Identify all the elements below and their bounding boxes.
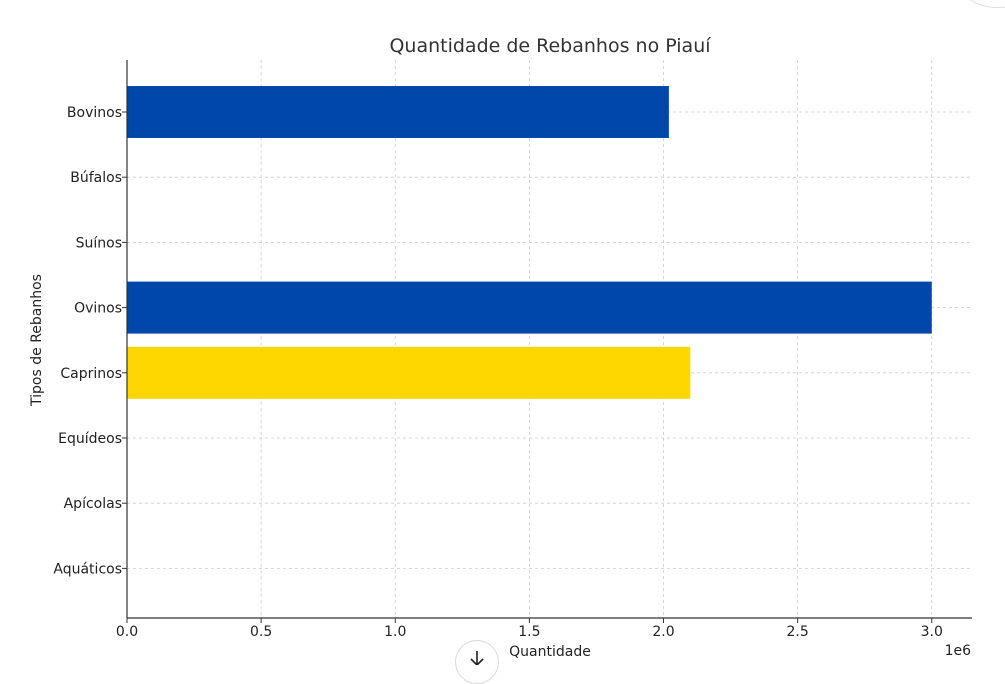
x-tick-label: 2.5: [787, 624, 809, 640]
download-button[interactable]: [455, 640, 499, 684]
y-tick-label: Búfalos: [70, 170, 122, 186]
y-tick-label: Ovinos: [74, 301, 122, 317]
x-tick-labels: 0.0 0.5 1.0 1.5 2.0 2.5 3.0: [116, 624, 943, 640]
bars: [127, 86, 932, 399]
download-arrow-icon: [470, 651, 484, 665]
chart-title: Quantidade de Rebanhos no Piauí: [389, 35, 711, 57]
y-tick-labels: Bovinos Búfalos Suínos Ovinos Caprinos Equíde…: [53, 105, 122, 577]
bar-caprinos: [127, 346, 691, 399]
x-tick-label: 3.0: [921, 624, 943, 640]
bar-ovinos: [127, 281, 932, 334]
bar-chart: Quantidade de Rebanhos no Piauí BovinosB…: [29, 35, 972, 660]
y-tick-label: Apícolas: [64, 496, 122, 512]
y-tick-label: Caprinos: [60, 366, 122, 382]
y-tick-label: Aquáticos: [53, 561, 122, 577]
x-tick-label: 1.0: [384, 624, 406, 640]
y-tick-label: Equídeos: [58, 431, 122, 447]
y-tick-label: Suínos: [76, 235, 122, 251]
x-tick-label: 1.5: [518, 624, 540, 640]
x-tick-label: 2.0: [652, 624, 674, 640]
x-tick-label: 0.5: [250, 624, 272, 640]
x-axis-label: Quantidade: [509, 644, 591, 660]
axes: [122, 60, 972, 623]
x-tick-label: 0.0: [116, 624, 138, 640]
y-axis-label: Tipos de Rebanhos: [29, 274, 45, 407]
grid-lines: [126, 60, 972, 618]
x-scale-label: 1e6: [945, 643, 972, 659]
y-tick-label: Bovinos: [67, 105, 122, 121]
bar-bovinos: [127, 86, 669, 138]
